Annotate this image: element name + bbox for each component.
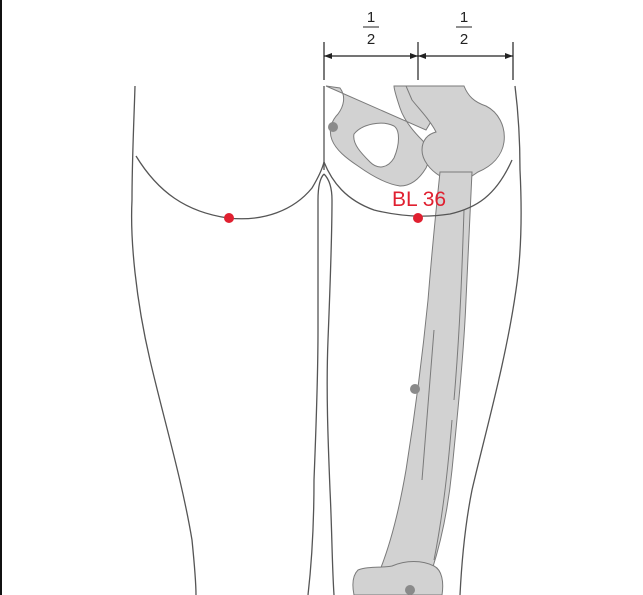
mid-thigh-landmark [410,384,420,394]
femur-ridge-line [453,209,465,401]
skeleton [325,85,505,595]
right-leg-outer-contour [459,85,522,595]
popliteal-landmark [405,585,415,595]
left-fraction-numerator: 1 [367,9,375,26]
right-fraction-numerator: 1 [460,9,468,26]
right-fraction: 1 2 [456,9,472,48]
acupoints [224,213,423,223]
bl36-left-point [224,213,234,223]
obturator-foramen [353,122,399,168]
body-outline [130,85,522,595]
ischial-tuberosity-landmark [328,122,338,132]
left-fraction-denominator: 2 [367,31,375,48]
femur-shaft [379,171,473,571]
left-fraction: 1 2 [363,9,379,48]
bl36-label: BL 36 [392,188,446,211]
femur-condyles [352,561,444,595]
bl36-right-point [413,213,423,223]
bracket-arrowheads [324,53,513,59]
left-gluteal-fold [135,155,325,220]
left-leg-outer-contour [130,85,197,595]
right-fraction-denominator: 2 [460,31,468,48]
measurement-bracket [323,42,514,80]
right-leg-inner-contour [323,173,335,595]
femur-ridge-line-2 [421,329,435,481]
femur-ridge-line-3 [433,419,453,561]
landmarks [328,122,420,595]
left-leg-inner-contour [307,173,325,595]
